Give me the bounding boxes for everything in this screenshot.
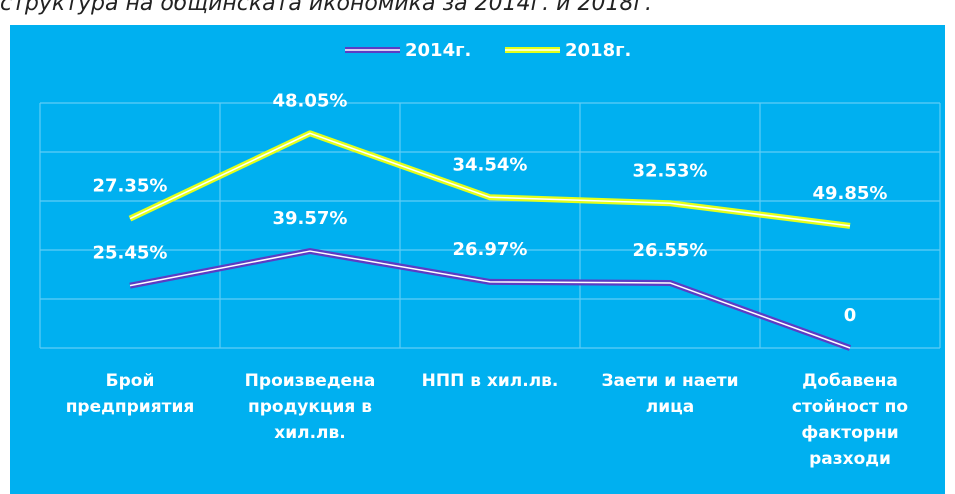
legend-label: 2018г. bbox=[565, 40, 631, 61]
legend-label: 2014г. bbox=[405, 40, 471, 61]
series-line-inner bbox=[129, 132, 851, 227]
chart-title: структура на общинската икономика за 201… bbox=[0, 0, 652, 16]
x-tick-label: Добавена стойност по факторни разходи bbox=[791, 371, 909, 469]
series-line-inner bbox=[129, 250, 851, 349]
data-label: 26.55% bbox=[633, 240, 708, 261]
x-tick-label: Заети и наети лица bbox=[601, 371, 739, 417]
x-tick-label: Брой предприятия bbox=[65, 371, 195, 417]
data-label: 34.54% bbox=[453, 154, 528, 175]
data-label: 0 bbox=[844, 305, 857, 326]
x-tick-label: Произведена продукция в хил.лв. bbox=[244, 371, 376, 443]
data-label: 48.05% bbox=[273, 90, 348, 111]
x-tick-label: НПП в хил.лв. bbox=[421, 371, 559, 391]
data-label: 25.45% bbox=[93, 243, 168, 264]
data-label: 26.97% bbox=[453, 239, 528, 260]
data-label: 49.85% bbox=[813, 183, 888, 204]
data-label: 27.35% bbox=[93, 176, 168, 197]
data-label: 39.57% bbox=[273, 208, 348, 229]
data-label: 32.53% bbox=[633, 160, 708, 181]
